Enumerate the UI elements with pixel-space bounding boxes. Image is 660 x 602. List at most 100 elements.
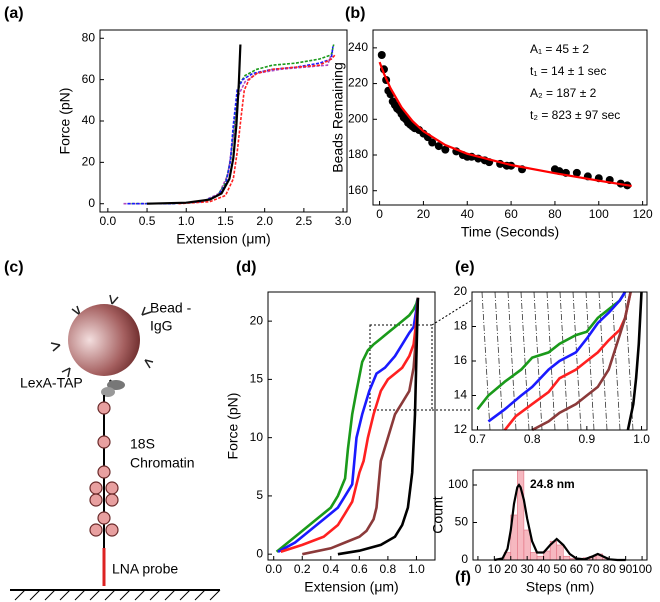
bead-label: IgG xyxy=(150,318,173,334)
step-guide xyxy=(494,291,504,431)
x-tick-label: 60 xyxy=(504,207,518,221)
bar xyxy=(562,555,571,561)
x-tick-label: 80 xyxy=(603,562,617,576)
x-tick-label: 0.7 xyxy=(469,432,486,446)
x-tick-label: 20 xyxy=(417,207,431,221)
lexa-tap xyxy=(107,380,125,390)
y-axis-label: Force (pN) xyxy=(57,88,73,155)
step-guide xyxy=(572,291,582,431)
step-guide xyxy=(585,291,595,431)
y-tick-label: 200 xyxy=(348,111,368,125)
x-tick-label: 0.0 xyxy=(99,214,116,228)
plot-frame xyxy=(267,291,436,561)
point xyxy=(428,138,437,147)
x-tick-label: 1.5 xyxy=(217,214,234,228)
x-tick-label: 80 xyxy=(548,207,562,221)
x-tick-label: 1.0 xyxy=(633,432,650,446)
annotation: t₂ = 823 ± 97 sec xyxy=(530,108,620,122)
series-line xyxy=(146,44,242,205)
lexa-tap xyxy=(101,387,115,397)
y-tick-label: 16 xyxy=(454,353,468,367)
y-tick-label: 60 xyxy=(82,72,96,86)
y-tick-label: 14 xyxy=(454,388,468,402)
y-tick-label: 160 xyxy=(348,183,368,197)
lexa-label: LexA-TAP xyxy=(20,375,83,391)
x-tick-label: 0.5 xyxy=(139,214,156,228)
series-line xyxy=(127,46,334,205)
step-guide xyxy=(481,291,491,431)
plot-frame xyxy=(372,29,648,206)
y-axis-label: Count xyxy=(430,496,446,533)
bar xyxy=(536,555,544,561)
series-line xyxy=(531,291,632,432)
x-tick-label: 1.0 xyxy=(408,562,425,576)
x-tick-label: 0.8 xyxy=(380,562,397,576)
probe-label: LNA probe xyxy=(112,561,178,577)
series-line xyxy=(487,291,627,423)
point xyxy=(377,51,386,59)
x-tick-label: 0.2 xyxy=(294,562,311,576)
x-tick-label: 40 xyxy=(461,207,475,221)
y-axis-label: Beads Remaining xyxy=(330,62,346,173)
series-line xyxy=(178,54,336,205)
plot xyxy=(377,51,632,190)
series-line xyxy=(337,297,420,556)
panel-label: (e) xyxy=(455,259,475,276)
panel-label: (d) xyxy=(236,259,256,276)
x-tick-label: 0.4 xyxy=(322,562,339,576)
x-tick-label: 0.0 xyxy=(265,562,282,576)
zoom-region xyxy=(369,299,473,411)
x-tick-label: 20 xyxy=(504,562,518,576)
series-line xyxy=(302,297,420,556)
y-tick-label: 40 xyxy=(82,113,96,127)
y-tick-label: 240 xyxy=(348,40,368,54)
y-tick-label: 220 xyxy=(348,76,368,90)
series-line xyxy=(280,297,420,554)
x-tick-label: 0.6 xyxy=(351,562,368,576)
y-axis-label: Force (pN) xyxy=(225,393,241,460)
x-tick-label: 100 xyxy=(632,562,652,576)
y-tick-label: 5 xyxy=(256,488,263,502)
y-tick-label: 20 xyxy=(454,284,468,298)
x-tick-label: 120 xyxy=(633,207,653,221)
series-line xyxy=(494,483,626,562)
x-tick-label: 60 xyxy=(570,562,584,576)
x-tick-label: 2.0 xyxy=(256,214,273,228)
y-tick-label: 180 xyxy=(348,147,368,161)
x-tick-label: 0.8 xyxy=(524,432,541,446)
y-tick-label: 80 xyxy=(82,30,96,44)
bar xyxy=(517,469,525,561)
x-tick-label: 30 xyxy=(520,562,534,576)
panel-label: (b) xyxy=(345,5,365,22)
x-tick-label: 2.5 xyxy=(296,214,313,228)
y-tick-label: 18 xyxy=(454,319,468,333)
x-tick-label: 1.0 xyxy=(178,214,195,228)
x-axis-label: Extension (μm) xyxy=(176,231,270,247)
series-line xyxy=(275,297,420,553)
x-tick-label: 70 xyxy=(586,562,600,576)
step-guide xyxy=(507,291,517,431)
y-tick-label: 50 xyxy=(455,515,469,529)
annotation: A₂ = 187 ± 2 xyxy=(530,86,597,100)
y-tick-label: 20 xyxy=(250,313,264,327)
panel-label: (c) xyxy=(4,259,24,276)
x-tick-label: 0 xyxy=(376,207,383,221)
point xyxy=(572,168,581,177)
y-tick-label: 12 xyxy=(454,422,468,436)
plot xyxy=(476,291,643,432)
x-axis-label: Time (Seconds) xyxy=(461,224,559,240)
annotation: A₁ = 45 ± 2 xyxy=(530,42,589,56)
series-line xyxy=(378,61,632,187)
y-tick-label: 0 xyxy=(256,546,263,560)
diagram: (c) Bead - IgG LexA-TAP 18S Chromatin LN… xyxy=(4,259,221,601)
series-line xyxy=(476,291,627,411)
step-guide xyxy=(611,291,621,431)
series-line xyxy=(626,291,643,431)
x-axis-label: Steps (nm) xyxy=(526,579,594,595)
plot xyxy=(275,297,420,556)
chromatin-label: 18S xyxy=(130,436,155,452)
bead xyxy=(68,304,140,376)
x-axis-label: Extension (μm) xyxy=(304,579,398,595)
x-tick-label: 100 xyxy=(589,207,609,221)
